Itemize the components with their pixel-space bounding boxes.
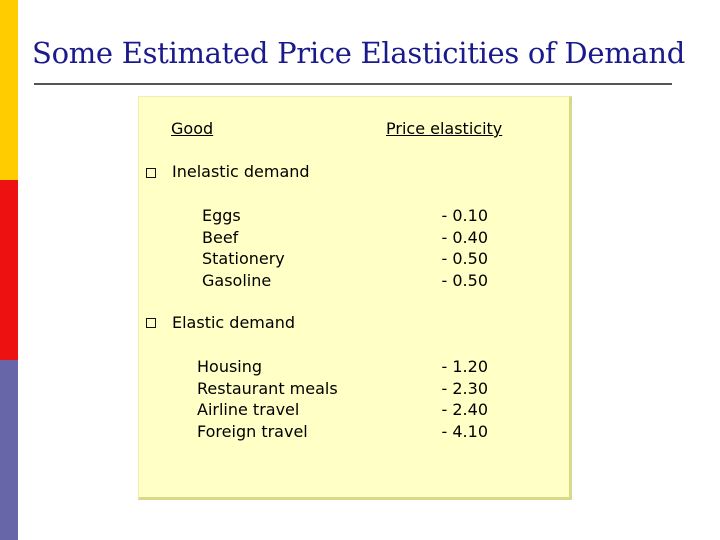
header-good: Good	[171, 119, 214, 138]
section-heading-inelastic: Inelastic demand	[172, 162, 310, 181]
square-bullet-icon	[146, 168, 156, 178]
list-item: Foreign travel	[197, 421, 308, 441]
section-heading-elastic: Elastic demand	[172, 313, 295, 332]
list-item: - 0.10	[441, 206, 488, 225]
list-item: Eggs	[202, 206, 241, 225]
title-divider	[34, 83, 672, 85]
inelastic-goods-list: Eggs Beef Stationery Gasoline	[202, 205, 285, 291]
list-item: Beef	[202, 227, 239, 247]
list-item: Restaurant meals	[197, 378, 338, 398]
list-item: - 0.50	[441, 270, 488, 290]
list-item: Airline travel	[197, 400, 300, 419]
accent-stripe-red	[0, 180, 18, 360]
accent-stripe-blue	[0, 360, 18, 540]
list-item: - 2.40	[441, 400, 488, 419]
list-item: - 4.10	[441, 421, 488, 441]
list-item: Stationery	[202, 249, 285, 268]
elasticity-table-box	[138, 96, 572, 500]
header-price-elasticity: Price elasticity	[386, 119, 503, 138]
slide-title: Some Estimated Price Elasticities of Dem…	[32, 36, 686, 70]
square-bullet-icon	[146, 318, 156, 328]
list-item: - 2.30	[441, 378, 488, 398]
accent-stripe-yellow	[0, 0, 18, 180]
list-item: - 0.40	[441, 227, 488, 247]
elastic-goods-list: Housing Restaurant meals Airline travel …	[197, 356, 338, 442]
list-item: - 0.50	[441, 249, 488, 268]
list-item: Housing	[197, 357, 263, 376]
list-item: Gasoline	[202, 270, 272, 290]
list-item: - 1.20	[441, 357, 488, 376]
elastic-values-list: - 1.20 - 2.30 - 2.40 - 4.10	[420, 356, 488, 442]
inelastic-values-list: - 0.10 - 0.40 - 0.50 - 0.50	[420, 205, 488, 291]
